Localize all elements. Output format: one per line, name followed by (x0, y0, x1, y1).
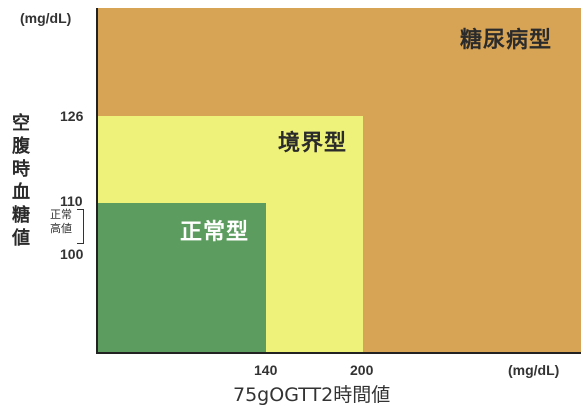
x-unit-label: (mg/dL) (508, 362, 560, 378)
region-normal (97, 203, 266, 353)
y-axis-title: 空腹時血糖値 (12, 113, 30, 249)
zone-label-borderline: 境界型 (278, 131, 348, 156)
normal-high-label: 正常高値 (50, 208, 72, 235)
y-tick-label: 126 (60, 108, 84, 124)
x-tick-label: 140 (254, 362, 278, 378)
y-unit-label: (mg/dL) (20, 10, 72, 26)
x-axis-title: 75gOGTT2時間値 (233, 384, 391, 406)
y-axis-line (96, 8, 98, 354)
x-axis-line (96, 352, 581, 354)
y-tick-label: 110 (60, 193, 83, 209)
zone-label-diabetic: 糖尿病型 (460, 28, 553, 53)
y-tick-label: 100 (60, 246, 84, 262)
x-tick-label: 200 (350, 362, 374, 378)
zone-label-normal: 正常型 (180, 220, 250, 245)
normal-high-bracket (77, 209, 84, 244)
